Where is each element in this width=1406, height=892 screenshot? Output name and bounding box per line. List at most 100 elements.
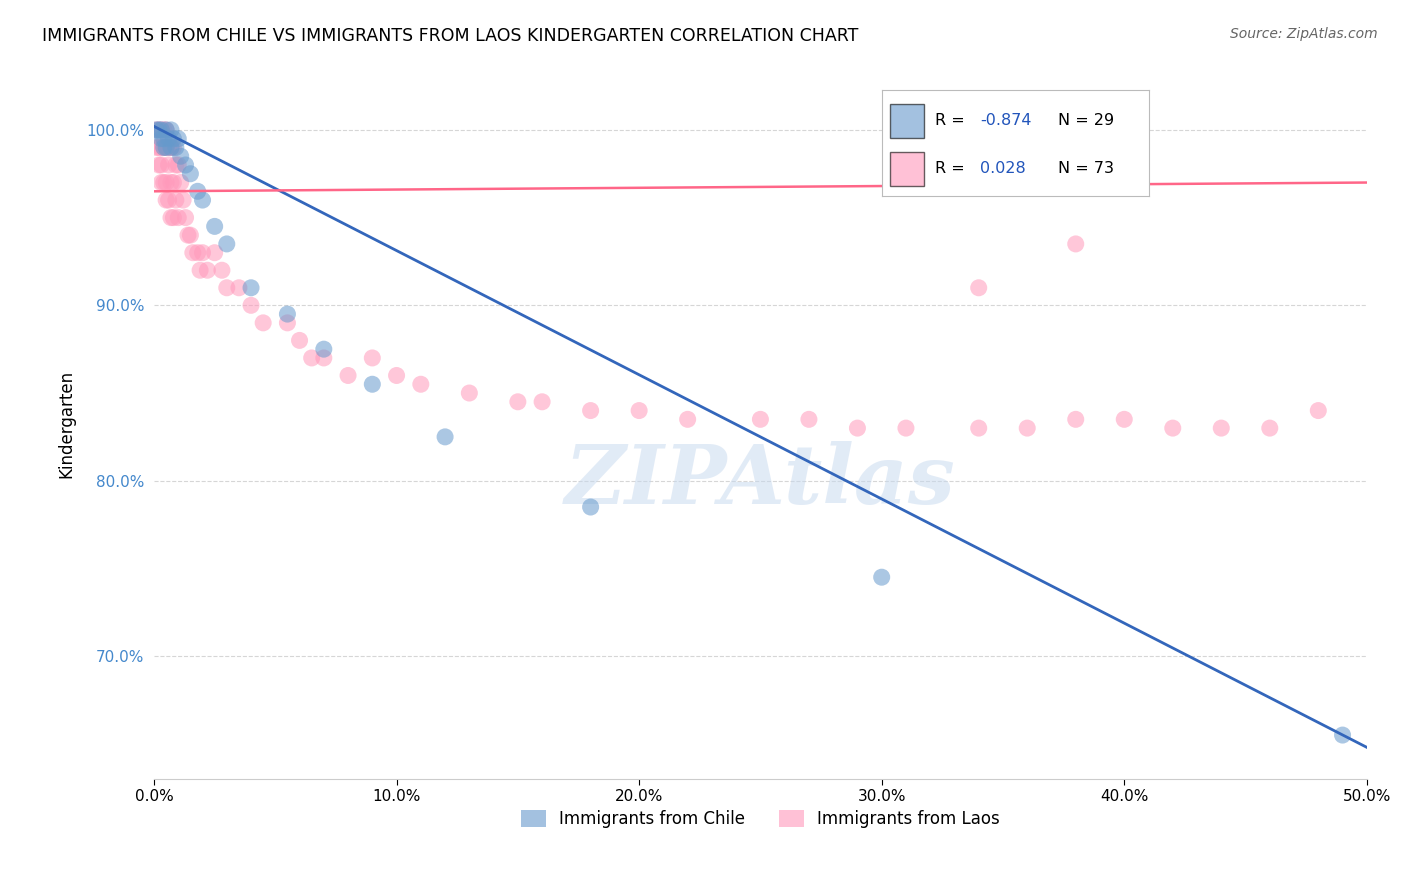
Point	[797, 412, 820, 426]
Text: Source: ZipAtlas.com: Source: ZipAtlas.com	[1230, 27, 1378, 41]
Point	[288, 334, 311, 348]
Point	[167, 131, 190, 145]
Point	[676, 412, 699, 426]
Point	[165, 158, 187, 172]
Point	[172, 193, 194, 207]
Point	[170, 176, 193, 190]
Point	[155, 193, 177, 207]
Point	[361, 377, 384, 392]
Point	[579, 403, 602, 417]
Point	[967, 421, 990, 435]
Point	[157, 158, 180, 172]
Point	[150, 176, 173, 190]
Point	[150, 140, 173, 154]
Text: IMMIGRANTS FROM CHILE VS IMMIGRANTS FROM LAOS KINDERGARTEN CORRELATION CHART: IMMIGRANTS FROM CHILE VS IMMIGRANTS FROM…	[42, 27, 859, 45]
Point	[145, 123, 167, 137]
Point	[215, 281, 238, 295]
Point	[252, 316, 274, 330]
Point	[312, 351, 335, 365]
Point	[150, 123, 173, 137]
Point	[312, 342, 335, 356]
Legend: Immigrants from Chile, Immigrants from Laos: Immigrants from Chile, Immigrants from L…	[515, 803, 1007, 835]
Point	[157, 140, 180, 154]
Point	[177, 228, 200, 243]
Point	[894, 421, 917, 435]
Point	[434, 430, 457, 444]
Point	[145, 140, 167, 154]
Point	[155, 140, 177, 154]
Point	[155, 140, 177, 154]
Point	[148, 140, 170, 154]
Point	[160, 211, 183, 225]
Point	[240, 281, 263, 295]
Point	[170, 149, 193, 163]
Point	[162, 131, 184, 145]
Point	[162, 140, 184, 154]
Point	[155, 176, 177, 190]
Point	[181, 245, 204, 260]
Point	[148, 123, 170, 137]
Point	[160, 176, 183, 190]
Point	[195, 263, 218, 277]
Point	[187, 245, 209, 260]
Point	[458, 386, 481, 401]
Point	[204, 219, 226, 234]
Text: ZIPAtlas: ZIPAtlas	[565, 441, 956, 521]
Point	[579, 500, 602, 514]
Point	[145, 123, 167, 137]
Point	[1064, 412, 1087, 426]
Point	[148, 158, 170, 172]
Point	[967, 281, 990, 295]
Point	[337, 368, 360, 383]
Point	[191, 245, 214, 260]
Point	[301, 351, 323, 365]
Point	[1308, 403, 1330, 417]
Point	[276, 316, 298, 330]
Point	[157, 131, 180, 145]
Point	[165, 140, 187, 154]
Point	[152, 140, 174, 154]
Point	[160, 123, 183, 137]
Point	[165, 193, 187, 207]
Point	[1161, 421, 1184, 435]
Point	[150, 131, 173, 145]
Point	[155, 123, 177, 137]
Point	[152, 131, 174, 145]
Point	[1064, 236, 1087, 251]
Point	[174, 211, 197, 225]
Point	[160, 140, 183, 154]
Point	[1114, 412, 1136, 426]
Point	[167, 158, 190, 172]
Point	[150, 123, 173, 137]
Point	[152, 140, 174, 154]
Point	[179, 228, 201, 243]
Point	[152, 176, 174, 190]
Point	[187, 184, 209, 198]
Point	[167, 211, 190, 225]
Point	[1017, 421, 1039, 435]
Y-axis label: Kindergarten: Kindergarten	[58, 369, 75, 478]
Point	[160, 140, 183, 154]
Point	[240, 298, 263, 312]
Point	[1211, 421, 1233, 435]
Point	[152, 123, 174, 137]
Point	[628, 403, 651, 417]
Point	[162, 176, 184, 190]
Point	[211, 263, 233, 277]
Point	[174, 158, 197, 172]
Point	[1258, 421, 1281, 435]
Point	[155, 123, 177, 137]
Point	[215, 236, 238, 251]
Point	[361, 351, 384, 365]
Point	[179, 167, 201, 181]
Point	[506, 394, 529, 409]
Point	[749, 412, 772, 426]
Point	[385, 368, 408, 383]
Point	[162, 211, 184, 225]
Point	[870, 570, 893, 584]
Point	[228, 281, 250, 295]
Point	[409, 377, 432, 392]
Point	[1331, 728, 1354, 742]
Point	[188, 263, 211, 277]
Point	[204, 245, 226, 260]
